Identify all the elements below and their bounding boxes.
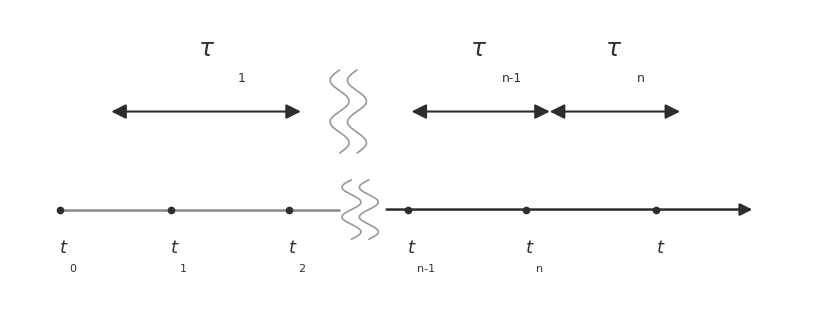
- FancyArrowPatch shape: [114, 105, 299, 118]
- Text: 1: 1: [180, 265, 187, 275]
- Text: t: t: [289, 239, 296, 257]
- Text: n-1: n-1: [417, 265, 435, 275]
- Text: t: t: [407, 239, 415, 257]
- FancyArrowPatch shape: [552, 105, 678, 118]
- Text: t: t: [60, 239, 67, 257]
- Text: n: n: [637, 72, 644, 85]
- Text: t: t: [657, 239, 663, 257]
- Text: τ: τ: [606, 37, 621, 61]
- Text: t: t: [170, 239, 178, 257]
- Text: τ: τ: [198, 37, 214, 61]
- Text: n: n: [536, 265, 542, 275]
- Text: 1: 1: [238, 72, 245, 85]
- Text: n-1: n-1: [502, 72, 523, 85]
- Text: τ: τ: [471, 37, 486, 61]
- FancyArrowPatch shape: [414, 105, 547, 118]
- Text: 0: 0: [69, 265, 77, 275]
- Text: 2: 2: [299, 265, 305, 275]
- Text: t: t: [526, 239, 533, 257]
